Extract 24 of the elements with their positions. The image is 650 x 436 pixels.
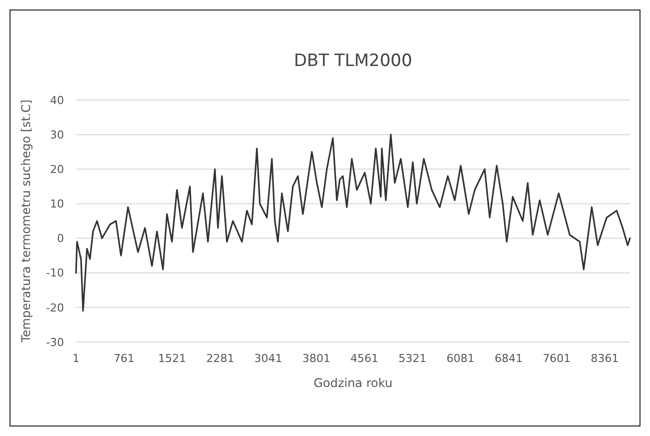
x-tick-label: 6081	[446, 352, 475, 365]
y-axis-title: Temperatura termometru suchego [st.C]	[19, 100, 33, 344]
y-tick-label: 30	[50, 128, 64, 142]
y-tick-label: 40	[50, 94, 64, 107]
x-tick-label: 2281	[206, 352, 234, 365]
x-tick-label: 1521	[158, 352, 186, 365]
x-tick-label: 3801	[302, 352, 330, 365]
x-tick-label: 1	[72, 352, 80, 365]
line-series	[75, 134, 631, 312]
y-tick-label: -10	[46, 266, 64, 280]
y-tick-label: 0	[57, 232, 64, 246]
x-tick-label: 761	[114, 352, 135, 365]
x-tick-label: 6841	[494, 352, 523, 365]
y-tick-label: -30	[46, 336, 64, 349]
y-tick-label: 10	[50, 198, 64, 211]
x-tick-label: 4561	[350, 352, 378, 365]
x-tick-label: 5321	[398, 352, 426, 365]
y-tick-label: -20	[46, 301, 64, 314]
x-tick-label: 8361	[590, 352, 619, 365]
x-tick-label: 3041	[254, 352, 282, 365]
y-tick-label: 20	[50, 162, 64, 176]
x-tick-label: 7601	[542, 352, 571, 365]
chart-title: DBT TLM2000	[294, 51, 412, 71]
x-axis-title: Godzina roku	[314, 376, 392, 390]
